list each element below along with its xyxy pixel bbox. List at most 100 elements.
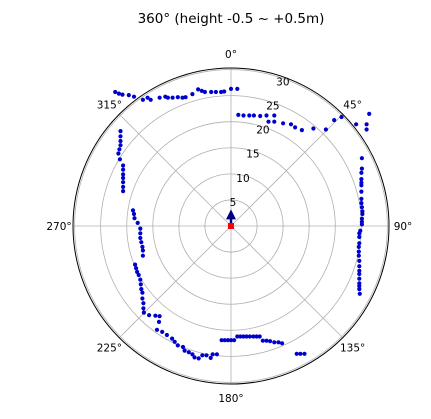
data-point <box>359 166 364 171</box>
data-point <box>135 269 140 274</box>
data-point <box>138 282 143 287</box>
data-point <box>140 244 145 249</box>
data-point <box>357 241 362 246</box>
data-point <box>118 143 123 148</box>
chart-title: 360° (height -0.5 ~ +0.5m) <box>138 11 325 27</box>
data-point <box>299 128 304 133</box>
data-point <box>200 353 205 358</box>
data-point <box>359 196 364 201</box>
data-point <box>140 290 145 295</box>
data-point <box>141 301 146 306</box>
data-point <box>272 340 277 345</box>
data-point <box>154 327 160 332</box>
data-point <box>118 138 123 144</box>
data-point <box>258 113 263 119</box>
data-point <box>359 170 364 175</box>
data-point <box>121 184 126 189</box>
data-point <box>244 334 249 339</box>
data-point <box>219 338 224 343</box>
data-point <box>132 216 137 221</box>
data-point <box>186 350 191 355</box>
data-point <box>359 205 364 210</box>
data-point <box>190 352 195 357</box>
data-point <box>339 114 344 120</box>
data-point <box>209 89 214 95</box>
data-point <box>254 334 259 339</box>
radial-tick-label: 10 <box>236 173 249 185</box>
data-point <box>121 163 126 168</box>
angle-tick-label: 315° <box>97 99 122 111</box>
data-point <box>360 211 365 217</box>
data-point <box>311 126 316 131</box>
data-point <box>121 167 126 172</box>
data-point <box>141 306 146 311</box>
data-point <box>138 277 143 282</box>
radial-gridline <box>178 173 284 279</box>
data-point <box>133 262 138 267</box>
data-point <box>232 338 237 343</box>
heading-arrow-head <box>226 209 236 220</box>
data-point <box>196 356 201 361</box>
heading-marker <box>226 209 236 229</box>
radial-gridline <box>152 147 310 305</box>
angle-gridline <box>230 225 344 339</box>
data-point <box>359 189 364 194</box>
data-point <box>235 334 240 339</box>
data-point <box>170 95 175 100</box>
data-point <box>202 89 207 95</box>
data-point <box>228 86 234 91</box>
data-point <box>357 291 362 296</box>
data-point <box>141 310 146 315</box>
data-point <box>140 248 145 253</box>
data-point <box>241 113 246 118</box>
data-point <box>145 95 150 100</box>
data-point <box>323 127 328 132</box>
polar-frame <box>72 67 390 385</box>
data-point <box>251 113 256 118</box>
angle-gridline <box>118 225 232 339</box>
data-point <box>113 89 118 95</box>
data-point <box>354 122 359 127</box>
data-point <box>118 129 123 134</box>
data-point <box>251 334 256 339</box>
data-point <box>293 125 298 130</box>
data-point <box>260 338 265 343</box>
data-point <box>359 177 364 182</box>
data-point <box>160 329 165 334</box>
data-point <box>272 113 277 118</box>
data-point <box>140 253 145 258</box>
angle-tick-label: 225° <box>97 343 122 355</box>
data-point <box>164 332 169 338</box>
data-point <box>136 272 141 278</box>
data-point <box>228 338 234 343</box>
angle-tick-label: 270° <box>46 221 71 233</box>
data-point <box>359 216 364 221</box>
data-point <box>356 249 361 254</box>
data-point <box>367 111 372 116</box>
data-point <box>257 334 262 339</box>
data-point <box>196 87 201 92</box>
angle-tick-label: 0° <box>225 49 237 61</box>
data-point <box>222 338 227 343</box>
data-point <box>236 112 241 117</box>
radial-tick-label: 15 <box>246 149 259 161</box>
data-point <box>247 334 252 339</box>
radial-tick-label: 30 <box>276 76 289 88</box>
data-point <box>204 353 209 358</box>
data-point <box>131 211 137 217</box>
radial-gridline <box>74 69 388 383</box>
data-point <box>281 121 286 126</box>
data-point <box>121 180 126 185</box>
data-point <box>140 296 145 301</box>
data-point <box>148 97 153 102</box>
data-point <box>272 119 277 124</box>
data-point <box>135 220 140 225</box>
data-point <box>180 344 186 350</box>
data-point <box>356 253 361 258</box>
data-point <box>139 240 144 245</box>
data-point <box>175 343 180 348</box>
angle-tick-label: 90° <box>394 221 413 233</box>
data-point <box>134 266 139 271</box>
data-point <box>157 95 162 100</box>
data-point <box>225 338 230 343</box>
